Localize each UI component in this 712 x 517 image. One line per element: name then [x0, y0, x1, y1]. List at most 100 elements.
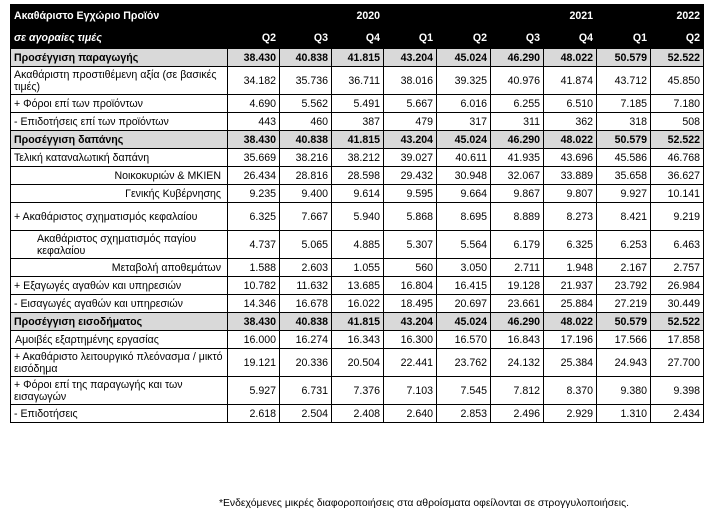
- value-cell: 43.204: [383, 312, 438, 331]
- table-row: - Επιδοτήσεις επί των προϊόντων 443 460 387…: [10, 112, 705, 131]
- value-cell: 41.874: [543, 66, 598, 95]
- value-cell: 1.948: [543, 258, 598, 277]
- value-cell: 2.757: [650, 258, 705, 277]
- value-cell: 38.430: [227, 312, 280, 331]
- value-cell: 46.290: [490, 312, 545, 331]
- value-cell: 2.603: [279, 258, 332, 277]
- value-cell: 52.522: [650, 48, 705, 67]
- value-cell: 2.640: [383, 404, 438, 423]
- value-cell: 16.570: [436, 330, 492, 349]
- footnote: *Ενδεχόμενες μικρές διαφοροποιήσεις στα …: [218, 498, 629, 509]
- quarter-header: Q2: [227, 26, 280, 49]
- value-cell: 362: [543, 112, 598, 131]
- value-cell: 38.212: [330, 148, 385, 167]
- value-cell: 16.843: [490, 330, 545, 349]
- value-cell: 27.700: [650, 348, 705, 377]
- value-cell: 45.024: [436, 48, 492, 67]
- value-cell: 8.273: [543, 202, 598, 231]
- value-cell: 387: [330, 112, 385, 131]
- value-cell: 6.510: [543, 94, 598, 113]
- value-cell: 40.611: [436, 148, 492, 167]
- value-cell: 4.690: [227, 94, 280, 113]
- value-cell: 9.219: [650, 202, 705, 231]
- quarter-header: Q2: [436, 26, 492, 49]
- value-cell: 2.504: [279, 404, 332, 423]
- value-cell: 48.022: [543, 130, 598, 149]
- section-row: Προσέγγιση εισοδήματος 38.430 40.838 41.815…: [10, 312, 705, 331]
- value-cell: 2.853: [436, 404, 492, 423]
- value-cell: 24.943: [596, 348, 652, 377]
- value-cell: 33.889: [543, 166, 598, 185]
- value-cell: 41.815: [330, 130, 385, 149]
- quarter-header: Q3: [279, 26, 332, 49]
- quarter-header: Q4: [330, 26, 385, 49]
- value-cell: 16.415: [436, 276, 492, 295]
- table-row: Νοικοκυριών & ΜΚΙΕΝ 26.434 28.816 28.598 29.…: [10, 166, 705, 185]
- header-row-quarters: σε αγοραίες τιμές Q2 Q3 Q4 Q1 Q2 Q3 Q4 Q1 Q2: [10, 26, 705, 49]
- year-2021: 2021: [383, 4, 598, 27]
- value-cell: 9.867: [490, 184, 545, 203]
- value-cell: 19.128: [490, 276, 545, 295]
- value-cell: 9.614: [330, 184, 385, 203]
- value-cell: 16.678: [279, 294, 332, 313]
- value-cell: 25.884: [543, 294, 598, 313]
- value-cell: 32.067: [490, 166, 545, 185]
- row-label: + Ακαθάριστο λειτουργικό πλεόνασμα / μικ…: [10, 348, 228, 377]
- value-cell: 4.737: [227, 230, 280, 259]
- value-cell: 36.711: [330, 66, 385, 95]
- value-cell: 16.343: [330, 330, 385, 349]
- value-cell: 9.664: [436, 184, 492, 203]
- value-cell: 27.219: [596, 294, 652, 313]
- row-label: - Επιδοτήσεις επί των προϊόντων: [10, 112, 228, 131]
- value-cell: 6.016: [436, 94, 492, 113]
- table-row: - Επιδοτήσεις 2.618 2.504 2.408 2.640 2.853 2.…: [10, 404, 705, 423]
- value-cell: 479: [383, 112, 438, 131]
- section-row: Προσέγγιση δαπάνης 38.430 40.838 41.815 43.2…: [10, 130, 705, 149]
- row-label: - Επιδοτήσεις: [10, 404, 228, 423]
- value-cell: 45.024: [436, 130, 492, 149]
- quarter-header: Q2: [650, 26, 705, 49]
- value-cell: 48.022: [543, 312, 598, 331]
- value-cell: 460: [279, 112, 332, 131]
- value-cell: 34.182: [227, 66, 280, 95]
- table-row: Αμοιβές εξαρτημένης εργασίας 16.000 16.274…: [10, 330, 705, 349]
- year-2020: 2020: [226, 4, 385, 27]
- quarter-header: Q1: [596, 26, 652, 49]
- value-cell: 9.927: [596, 184, 652, 203]
- value-cell: 50.579: [596, 130, 652, 149]
- row-label: Νοικοκυριών & ΜΚΙΕΝ: [10, 166, 228, 185]
- value-cell: 30.948: [436, 166, 492, 185]
- value-cell: 8.889: [490, 202, 545, 231]
- value-cell: 6.325: [227, 202, 280, 231]
- value-cell: 24.132: [490, 348, 545, 377]
- value-cell: 443: [227, 112, 280, 131]
- row-label: Προσέγγιση δαπάνης: [10, 130, 228, 149]
- value-cell: 4.885: [330, 230, 385, 259]
- table-row: Ακαθάριστη προστιθέμενη αξία (σε βασικές…: [10, 66, 705, 95]
- row-label: - Εισαγωγές αγαθών και υπηρεσιών: [10, 294, 228, 313]
- value-cell: 7.103: [383, 376, 438, 405]
- value-cell: 6.463: [650, 230, 705, 259]
- value-cell: 6.325: [543, 230, 598, 259]
- value-cell: 20.504: [330, 348, 385, 377]
- value-cell: 46.290: [490, 48, 545, 67]
- value-cell: 35.736: [279, 66, 332, 95]
- value-cell: 40.838: [279, 130, 332, 149]
- value-cell: 39.325: [436, 66, 492, 95]
- value-cell: 26.984: [650, 276, 705, 295]
- value-cell: 9.595: [383, 184, 438, 203]
- value-cell: 23.661: [490, 294, 545, 313]
- value-cell: 8.695: [436, 202, 492, 231]
- value-cell: 5.564: [436, 230, 492, 259]
- header-row-years: Ακαθάριστο Εγχώριο Προϊόν 2020 2021 2022: [10, 4, 705, 27]
- value-cell: 5.065: [279, 230, 332, 259]
- value-cell: 43.204: [383, 48, 438, 67]
- value-cell: 2.167: [596, 258, 652, 277]
- value-cell: 52.522: [650, 130, 705, 149]
- value-cell: 40.838: [279, 48, 332, 67]
- table-row: + Εξαγωγές αγαθών και υπηρεσιών 10.782 11.…: [10, 276, 705, 295]
- value-cell: 9.380: [596, 376, 652, 405]
- value-cell: 45.586: [596, 148, 652, 167]
- value-cell: 38.430: [227, 130, 280, 149]
- value-cell: 311: [490, 112, 545, 131]
